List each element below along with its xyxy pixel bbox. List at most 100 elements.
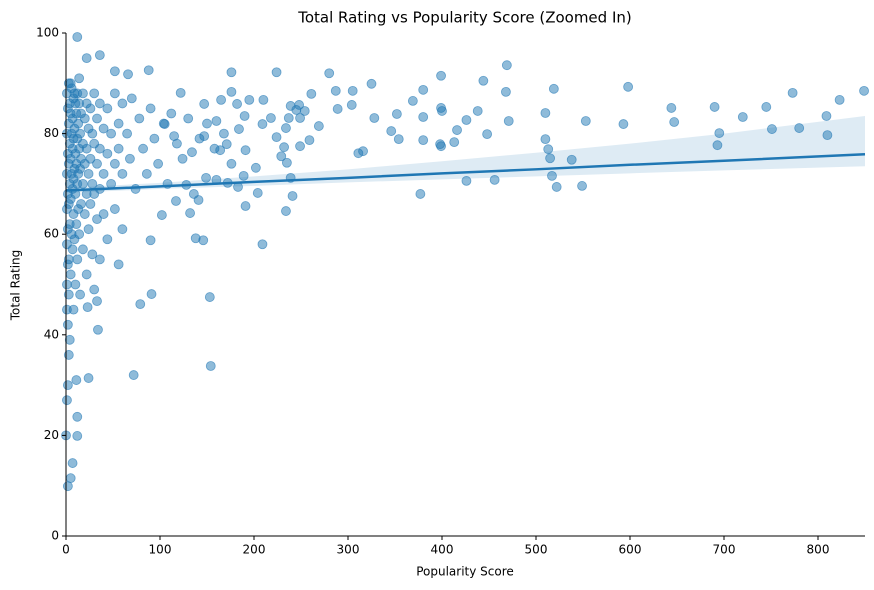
scatter-point bbox=[543, 144, 554, 155]
scatter-point bbox=[503, 116, 514, 126]
scatter-point bbox=[281, 123, 291, 133]
scatter-point bbox=[859, 85, 869, 96]
scatter-point bbox=[271, 132, 282, 143]
y-tick-label: 100 bbox=[36, 26, 59, 40]
scatter-point bbox=[199, 99, 210, 109]
scatter-point bbox=[102, 234, 113, 245]
scatter-point bbox=[794, 123, 805, 133]
scatter-point bbox=[257, 239, 268, 250]
scatter-point bbox=[306, 88, 317, 99]
scatter-point bbox=[295, 141, 305, 152]
scatter-point bbox=[67, 458, 78, 468]
scatter-point bbox=[123, 69, 133, 80]
scatter-point bbox=[83, 373, 94, 383]
scatter-point bbox=[138, 143, 148, 154]
scatter-point bbox=[94, 50, 105, 61]
scatter-point bbox=[324, 68, 335, 79]
scatter-point bbox=[257, 119, 268, 129]
scatter-point bbox=[472, 106, 483, 116]
x-tick-label: 400 bbox=[431, 543, 454, 557]
scatter-point bbox=[452, 125, 462, 135]
scatter-point bbox=[313, 121, 324, 131]
scatter-point bbox=[79, 113, 90, 124]
scatter-point bbox=[391, 109, 402, 119]
scatter-point bbox=[304, 135, 315, 146]
scatter-point bbox=[94, 98, 105, 109]
scatter-point bbox=[68, 304, 79, 315]
scatter-point bbox=[92, 158, 102, 169]
scatter-point bbox=[276, 151, 287, 162]
scatter-point bbox=[135, 299, 146, 310]
scatter-point bbox=[185, 208, 195, 218]
scatter-point bbox=[74, 229, 85, 240]
scatter-point bbox=[76, 199, 86, 209]
scatter-point bbox=[252, 188, 263, 198]
y-tick-label: 0 bbox=[51, 529, 59, 543]
scatter-point bbox=[540, 108, 551, 118]
scatter-point bbox=[117, 168, 128, 179]
scatter-point bbox=[436, 141, 446, 152]
scatter-point bbox=[106, 128, 117, 139]
scatter-point bbox=[461, 175, 472, 186]
scatter-point bbox=[75, 128, 85, 139]
scatter-point bbox=[83, 168, 94, 179]
scatter-point bbox=[109, 88, 120, 99]
scatter-point bbox=[87, 128, 98, 139]
scatter-point bbox=[415, 189, 426, 199]
x-tick-label: 0 bbox=[62, 543, 70, 557]
y-tick-label: 40 bbox=[44, 327, 59, 341]
scatter-point bbox=[240, 145, 251, 156]
scatter-point bbox=[194, 133, 205, 144]
scatter-point bbox=[122, 128, 132, 139]
scatter-point bbox=[67, 244, 78, 255]
scatter-point bbox=[787, 87, 798, 98]
scatter-point bbox=[81, 269, 92, 280]
scatter-point bbox=[266, 113, 276, 123]
scatter-point bbox=[204, 292, 215, 302]
scatter-point bbox=[232, 99, 242, 109]
scatter-point bbox=[62, 395, 72, 406]
scatter-point bbox=[226, 67, 237, 78]
scatter-point bbox=[71, 219, 82, 230]
scatter-point bbox=[98, 209, 109, 219]
scatter-point bbox=[102, 148, 113, 159]
scatter-point bbox=[219, 128, 229, 139]
scatter-point bbox=[449, 137, 460, 148]
scatter-point bbox=[145, 235, 156, 246]
scatter-point bbox=[177, 153, 188, 164]
scatter-point bbox=[271, 67, 282, 78]
scatter-point bbox=[281, 206, 291, 216]
scatter-point bbox=[238, 170, 249, 181]
scatter-point bbox=[92, 113, 102, 124]
scatter-point bbox=[83, 224, 94, 235]
x-tick-label: 200 bbox=[243, 543, 266, 557]
scatter-point bbox=[545, 153, 555, 164]
plot-area bbox=[61, 32, 869, 492]
scatter-point bbox=[501, 86, 511, 97]
scatter-point bbox=[81, 143, 92, 154]
scatter-point bbox=[834, 94, 845, 105]
scatter-point bbox=[98, 168, 109, 179]
scatter-point bbox=[92, 296, 102, 306]
scatter-point bbox=[577, 181, 587, 191]
scatter-point bbox=[239, 111, 250, 121]
chart-title: Total Rating vs Popularity Score (Zoomed… bbox=[297, 9, 632, 27]
scatter-point bbox=[172, 138, 182, 149]
scatter-point bbox=[353, 148, 364, 159]
scatter-point bbox=[551, 182, 562, 192]
scatter-point bbox=[113, 143, 124, 154]
scatter-point bbox=[72, 254, 83, 265]
scatter-point bbox=[63, 350, 74, 360]
scatter-point bbox=[258, 94, 269, 105]
scatter-point bbox=[156, 210, 167, 220]
scatter-point bbox=[709, 102, 720, 112]
scatter-point bbox=[62, 380, 73, 391]
scatter-point bbox=[85, 199, 96, 209]
scatter-point bbox=[548, 83, 559, 94]
scatter-point bbox=[63, 289, 74, 300]
scatter-point bbox=[209, 143, 220, 154]
scatter-point bbox=[70, 279, 81, 290]
scatter-point bbox=[386, 126, 397, 136]
scatter-point bbox=[226, 86, 237, 97]
